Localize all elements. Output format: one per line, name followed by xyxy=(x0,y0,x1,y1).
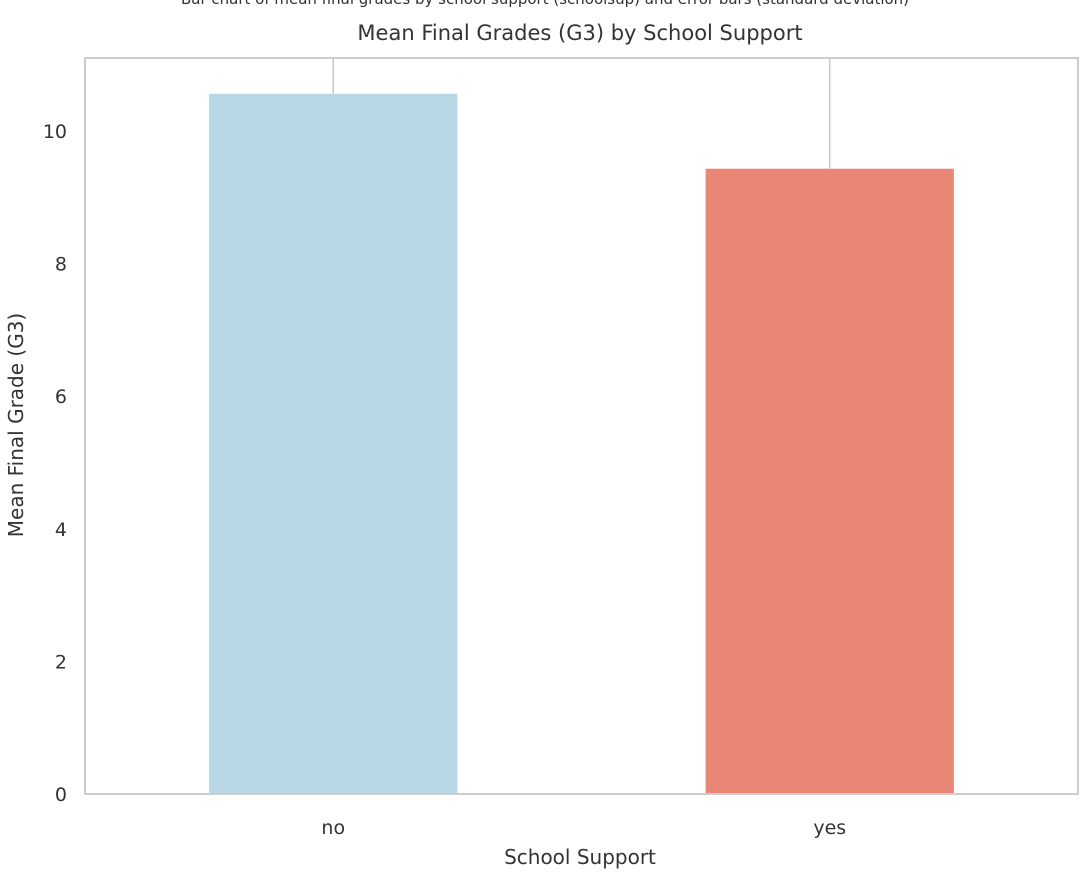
x-tick-label: yes xyxy=(813,817,846,839)
x-tick-label: no xyxy=(321,817,345,839)
y-tick-label: 10 xyxy=(43,121,67,143)
y-tick-label: 0 xyxy=(55,784,67,806)
chart-title: Mean Final Grades (G3) by School Support xyxy=(357,21,802,45)
y-axis-label: Mean Final Grade (G3) xyxy=(4,313,28,537)
plot-area xyxy=(84,57,1079,795)
bar-no xyxy=(209,93,458,794)
x-axis: no yes xyxy=(321,817,846,839)
y-tick-label: 2 xyxy=(55,651,67,673)
x-axis-label: School Support xyxy=(504,845,656,869)
plot-frame xyxy=(84,57,1079,795)
y-tick-label: 4 xyxy=(55,519,67,541)
bar-yes xyxy=(705,168,954,794)
y-tick-label: 8 xyxy=(55,254,67,276)
clipped-caption: Bar chart of mean final grades by school… xyxy=(181,0,909,8)
y-tick-label: 6 xyxy=(55,386,67,408)
y-axis: 0 2 4 6 8 10 xyxy=(43,121,67,806)
